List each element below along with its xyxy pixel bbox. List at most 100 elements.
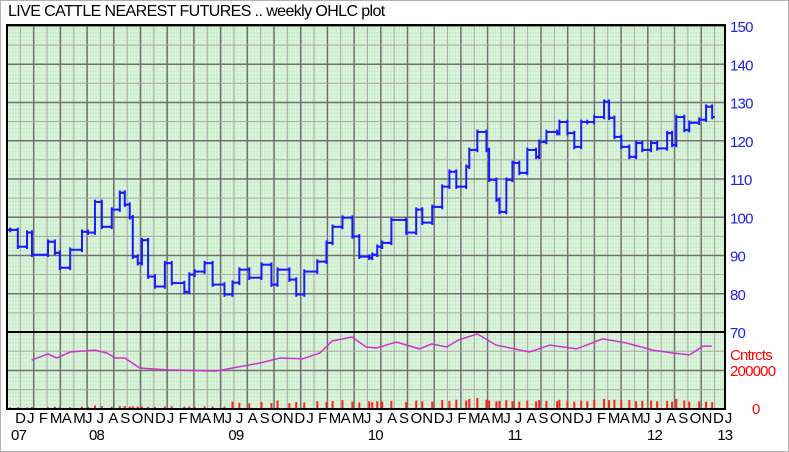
month-tick-label: J <box>85 410 92 427</box>
volume-bar <box>331 400 334 409</box>
month-tick-label: D <box>573 410 584 427</box>
price-tick-label: 110 <box>730 172 752 189</box>
price-tick-label: 150 <box>730 19 753 36</box>
volume-bar <box>476 397 479 409</box>
month-tick-label: J <box>643 410 650 427</box>
month-tick-label: A <box>620 410 630 427</box>
year-tick-label: 09 <box>228 427 244 444</box>
month-tick-label: M <box>631 410 643 427</box>
volume-bar <box>580 400 583 409</box>
volume-bar <box>518 401 521 409</box>
volume-bar <box>351 401 354 409</box>
open-interest-polyline <box>31 333 712 372</box>
month-tick-label: M <box>213 410 225 427</box>
volume-bar <box>705 401 708 409</box>
volume-bar <box>136 406 139 409</box>
month-tick-label: M <box>352 410 364 427</box>
month-tick-label: J <box>224 410 231 427</box>
month-tick-label: A <box>201 410 211 427</box>
month-tick-label: O <box>271 410 282 427</box>
month-tick-label: N <box>701 410 711 427</box>
volume-bar <box>711 402 714 409</box>
volume-bar <box>303 402 306 409</box>
volume-bar <box>53 406 56 409</box>
price-tick-label: 100 <box>730 210 753 227</box>
month-tick-label: J <box>503 410 510 427</box>
month-tick-label: S <box>678 410 688 427</box>
volume-bar <box>248 403 251 409</box>
volume-bar <box>526 400 529 409</box>
volume-bar <box>358 402 361 409</box>
volume-bar <box>276 400 279 409</box>
volume-bar <box>573 401 576 409</box>
volume-bar <box>147 406 150 409</box>
volume-bar <box>688 401 691 409</box>
volume-bar <box>80 406 83 409</box>
month-tick-label: J <box>236 410 243 427</box>
month-tick-label: M <box>491 410 503 427</box>
volume-bar <box>656 401 659 409</box>
month-tick-label: A <box>666 410 676 427</box>
ohlc-bar <box>610 115 617 140</box>
month-tick-label: A <box>341 410 351 427</box>
ohlc-bar <box>707 104 715 120</box>
volume-bar <box>535 401 538 409</box>
volume-bar <box>87 406 90 409</box>
price-tick-label: 130 <box>730 96 753 113</box>
price-tick-label: 70 <box>730 325 746 342</box>
volume-bar <box>485 399 488 409</box>
volume-bar <box>368 401 371 409</box>
month-tick-label: F <box>597 410 606 427</box>
volume-bar <box>671 401 674 409</box>
ohlc-bar <box>622 144 632 160</box>
price-tick-label: 140 <box>730 57 753 74</box>
month-tick-label: M <box>73 410 85 427</box>
month-tick-label: J <box>446 410 453 427</box>
volume-bar <box>650 400 653 409</box>
volume-bar <box>538 400 541 409</box>
month-tick-label: O <box>132 410 143 427</box>
volume-bar <box>431 401 434 409</box>
month-tick-label: N <box>422 410 432 427</box>
volume-bar <box>170 406 173 409</box>
volume-bar <box>421 401 424 409</box>
month-tick-label: F <box>457 410 466 427</box>
volume-bar <box>488 400 491 409</box>
month-tick-label: J <box>27 410 34 427</box>
month-tick-label: M <box>468 410 480 427</box>
month-tick-label: J <box>655 410 662 427</box>
volume-bar <box>183 406 186 409</box>
volume-bar <box>316 401 319 409</box>
volume-bar <box>603 398 606 409</box>
month-tick-label: F <box>318 410 327 427</box>
grid <box>6 25 725 409</box>
month-tick-label: M <box>329 410 341 427</box>
year-tick-label: 13 <box>717 427 733 444</box>
ohlc-bar <box>383 217 394 246</box>
volume-bar <box>666 400 669 409</box>
volume-bar <box>381 401 384 409</box>
ohlc-bar <box>225 280 235 297</box>
volume-bar <box>593 400 596 409</box>
volume-bar <box>441 400 444 409</box>
year-tick-label: 07 <box>11 427 27 444</box>
volume-bar <box>270 403 273 409</box>
volume-bar <box>505 400 508 409</box>
month-tick-label: S <box>399 410 409 427</box>
month-tick-label: J <box>725 410 732 427</box>
price-tick-label: 90 <box>730 249 746 266</box>
volume-bar <box>628 400 631 409</box>
volume-bar <box>415 400 418 409</box>
volume-bar <box>405 402 408 409</box>
volume-bar <box>635 401 638 409</box>
volume-bar <box>613 399 616 409</box>
month-tick-label: M <box>189 410 201 427</box>
month-tick-label: A <box>387 410 397 427</box>
volume-bar <box>341 400 344 409</box>
month-tick-label: J <box>585 410 592 427</box>
month-tick-label: S <box>260 410 270 427</box>
volume-bar <box>468 398 471 409</box>
month-tick-label: A <box>248 410 258 427</box>
year-tick-label: 11 <box>508 427 522 444</box>
